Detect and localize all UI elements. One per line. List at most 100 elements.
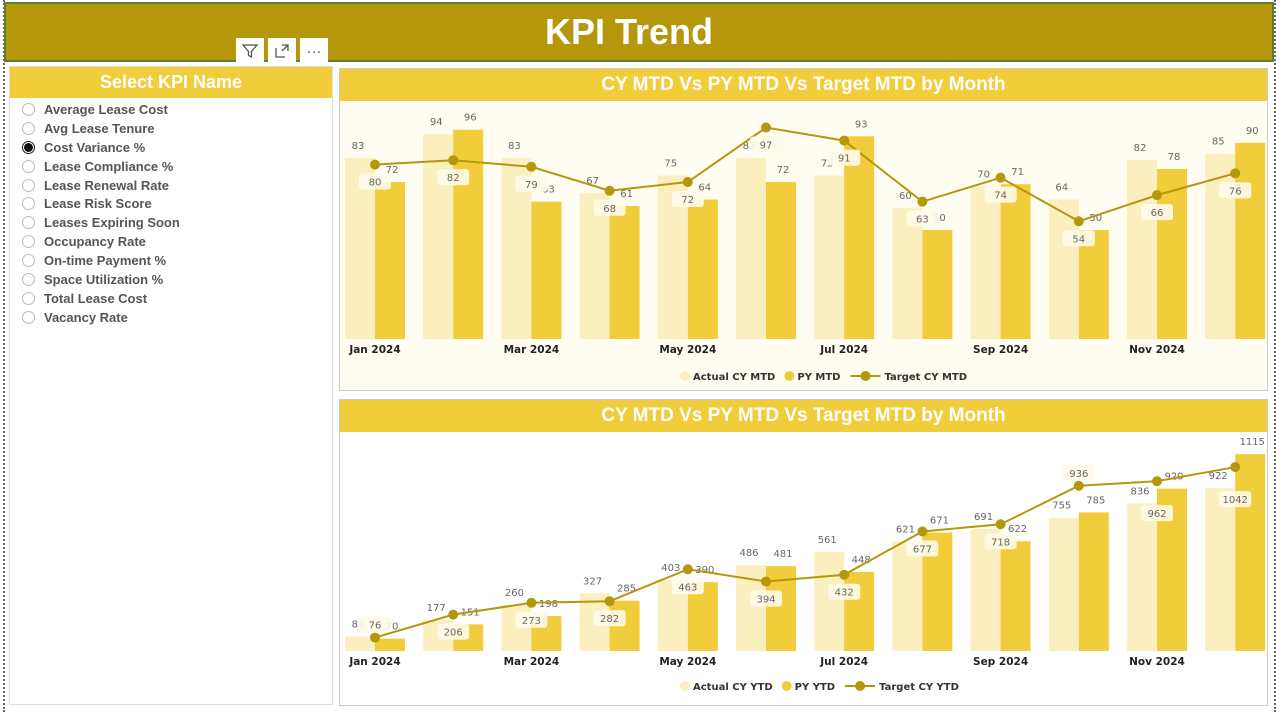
slicer-item[interactable]: Lease Compliance %	[22, 157, 332, 176]
data-label-bg	[984, 533, 1017, 550]
slicer-item[interactable]: Lease Risk Score	[22, 194, 332, 213]
data-label-bg	[515, 175, 548, 192]
bar-py	[687, 199, 718, 339]
data-label-actual: 75	[821, 159, 834, 170]
data-label-actual: 82	[1134, 143, 1147, 154]
slicer-item[interactable]: Vacancy Rate	[22, 308, 332, 327]
slicer-item[interactable]: Total Lease Cost	[22, 289, 332, 308]
report-header: KPI Trend	[4, 2, 1274, 62]
data-label-bg	[437, 169, 470, 186]
data-label-py: 70	[386, 622, 399, 633]
target-point	[1073, 216, 1084, 227]
data-label-bg	[515, 611, 548, 628]
data-label-bg	[593, 610, 626, 627]
radio-button[interactable]	[22, 159, 35, 173]
data-label-bg	[906, 540, 939, 557]
visual-toolbar: ···	[236, 38, 328, 64]
data-label-target: 463	[678, 582, 697, 593]
bar-py	[766, 182, 796, 339]
target-point	[604, 185, 615, 196]
bar-py	[1235, 454, 1266, 651]
radio-button[interactable]	[22, 197, 35, 211]
slicer-item[interactable]: Average Lease Cost	[22, 100, 332, 119]
slicer-item-label: Average Lease Cost	[44, 101, 168, 117]
data-label-py: 390	[695, 565, 714, 576]
x-tick-label: Jan 2024	[348, 344, 400, 356]
target-point	[370, 159, 380, 170]
x-tick-label: Mar 2024	[504, 656, 560, 668]
page-title: KPI Trend	[544, 11, 714, 52]
target-point	[448, 155, 459, 166]
legend-label: Target CY MTD	[884, 372, 967, 383]
radio-button[interactable]	[22, 254, 35, 268]
slicer-item[interactable]: Occupancy Rate	[22, 232, 332, 251]
bar-actual	[1048, 517, 1079, 651]
radio-button[interactable]	[22, 216, 35, 230]
data-label-py: 72	[777, 165, 790, 176]
target-point	[1230, 462, 1241, 473]
bar-py	[375, 638, 405, 651]
target-point	[917, 196, 928, 207]
radio-button[interactable]	[22, 291, 35, 305]
target-point	[1152, 476, 1162, 487]
data-label-py: 671	[930, 516, 949, 527]
radio-button[interactable]	[22, 272, 35, 286]
slicer-item[interactable]: On-time Payment %	[22, 251, 332, 270]
slicer-item-label: Total Lease Cost	[44, 290, 148, 306]
radio-button[interactable]	[22, 140, 35, 154]
target-point	[761, 122, 771, 133]
bar-actual	[1205, 153, 1236, 339]
data-label-actual: 177	[427, 603, 446, 614]
focus-mode-icon[interactable]	[268, 38, 296, 64]
more-options-icon[interactable]: ···	[300, 38, 328, 64]
bar-actual	[970, 529, 1001, 651]
data-label-actual: 922	[1209, 471, 1228, 482]
slicer-item[interactable]: Space Utilization %	[22, 270, 332, 289]
data-label-py: 71	[1011, 167, 1024, 178]
filter-icon[interactable]	[236, 38, 264, 64]
bar-py	[1000, 184, 1031, 339]
data-label-actual: 64	[1055, 182, 1068, 193]
bar-actual	[579, 192, 610, 339]
slicer-item-label: Cost Variance %	[44, 139, 146, 155]
target-point	[995, 519, 1006, 530]
data-label-actual: 486	[739, 548, 758, 559]
data-label-actual: 83	[352, 141, 365, 152]
slicer-item[interactable]: Cost Variance %	[22, 138, 332, 157]
legend-swatch-actual	[680, 371, 690, 381]
data-label-actual: 75	[664, 159, 677, 170]
data-label-py: 50	[933, 213, 946, 224]
slicer-item[interactable]: Leases Expiring Soon	[22, 213, 332, 232]
target-point	[526, 597, 537, 608]
data-label-target: 82	[447, 173, 460, 184]
bar-py	[844, 136, 875, 339]
bar-py	[375, 182, 405, 339]
data-label-target: 962	[1147, 509, 1166, 520]
slicer-item-label: Space Utilization %	[44, 271, 164, 287]
slicer-item[interactable]: Avg Lease Tenure	[22, 119, 332, 138]
radio-button[interactable]	[22, 310, 35, 324]
chart-title: CY MTD Vs PY MTD Vs Target MTD by Month	[340, 400, 1267, 432]
data-label-target: 76	[1229, 186, 1242, 197]
target-point	[604, 596, 615, 607]
target-point	[1073, 480, 1084, 491]
bar-actual	[736, 158, 766, 339]
data-label-py: 96	[464, 113, 477, 124]
radio-button[interactable]	[22, 121, 35, 135]
radio-button[interactable]	[22, 235, 35, 249]
data-label-py: 50	[1089, 213, 1102, 224]
data-label-actual: 621	[896, 524, 915, 535]
radio-button[interactable]	[22, 178, 35, 192]
bar-actual	[892, 541, 923, 651]
data-label-actual: 94	[430, 117, 443, 128]
x-tick-label: Nov 2024	[1129, 344, 1185, 356]
slicer-item-label: On-time Payment %	[44, 253, 167, 269]
bar-actual	[1205, 488, 1236, 651]
radio-button[interactable]	[22, 102, 35, 116]
data-label-bg	[437, 623, 470, 640]
legend-label: PY MTD	[797, 372, 840, 383]
slicer-item[interactable]: Lease Renewal Rate	[22, 176, 332, 195]
data-label-bg	[1141, 204, 1173, 221]
data-label-bg	[359, 616, 391, 633]
